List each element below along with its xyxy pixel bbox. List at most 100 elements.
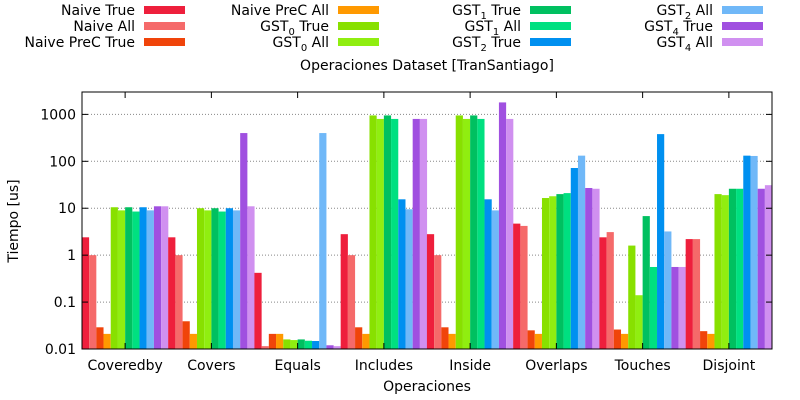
bar bbox=[728, 188, 737, 349]
bar bbox=[419, 118, 428, 350]
bar bbox=[585, 187, 593, 349]
plot-frame bbox=[81, 91, 773, 350]
bar bbox=[326, 345, 334, 349]
bar bbox=[649, 266, 658, 349]
bar bbox=[506, 118, 514, 350]
bar bbox=[556, 194, 564, 349]
legend-label: GST1 True bbox=[452, 3, 521, 22]
bar bbox=[340, 234, 348, 349]
legend-label: GST4 True bbox=[644, 19, 713, 38]
bar bbox=[678, 266, 686, 349]
bar bbox=[664, 231, 672, 349]
legend-label: Naive True bbox=[61, 3, 135, 19]
bar bbox=[225, 208, 233, 349]
bar bbox=[391, 118, 399, 350]
bar bbox=[513, 223, 521, 349]
bar bbox=[477, 118, 485, 350]
x-tick-label: Covers bbox=[187, 358, 235, 374]
legend-label: Naive PreC True bbox=[24, 35, 135, 51]
bar bbox=[161, 206, 169, 349]
bar bbox=[642, 216, 650, 349]
bar bbox=[628, 245, 636, 349]
bar bbox=[736, 188, 744, 349]
bar bbox=[153, 206, 162, 349]
y-tick-label: 1000 bbox=[40, 107, 76, 123]
bar bbox=[132, 211, 140, 349]
bar bbox=[563, 193, 571, 349]
bar bbox=[196, 208, 205, 349]
bar bbox=[254, 272, 262, 349]
legend-swatch bbox=[144, 6, 185, 14]
legend-label: GST2 True bbox=[452, 35, 521, 54]
bar bbox=[383, 115, 392, 350]
bar bbox=[455, 115, 463, 350]
bar bbox=[714, 194, 722, 349]
bar bbox=[577, 155, 586, 349]
legend-label: GST4 All bbox=[657, 35, 713, 54]
bar bbox=[218, 211, 226, 349]
bar bbox=[412, 118, 420, 350]
bar bbox=[757, 188, 765, 349]
bar bbox=[484, 199, 492, 349]
bar bbox=[110, 207, 118, 349]
bar bbox=[743, 155, 751, 349]
x-tick-label: Disjoint bbox=[703, 358, 756, 374]
bar bbox=[534, 333, 542, 349]
bar bbox=[312, 341, 320, 349]
bar bbox=[549, 196, 557, 349]
bar bbox=[764, 185, 773, 349]
bar bbox=[81, 237, 90, 349]
y-axis: 0.01 0.1 1 10 100 1000 bbox=[40, 107, 772, 358]
bar bbox=[355, 327, 363, 349]
bar bbox=[405, 209, 413, 349]
bar bbox=[376, 118, 384, 350]
x-tick-label: Inside bbox=[449, 358, 491, 374]
bar bbox=[527, 330, 535, 349]
bar bbox=[297, 339, 305, 349]
bar bbox=[369, 115, 377, 350]
bar bbox=[541, 198, 550, 349]
x-tick-label: Coveredby bbox=[87, 358, 162, 374]
bar bbox=[204, 210, 212, 349]
bar bbox=[232, 210, 241, 349]
bar bbox=[276, 333, 284, 349]
bar bbox=[398, 199, 406, 349]
bar bbox=[268, 333, 277, 349]
bar bbox=[283, 339, 291, 349]
bar bbox=[319, 133, 327, 349]
x-axis: Coveredby Covers Equals Includes Inside Overl… bbox=[87, 92, 756, 374]
legend-swatch bbox=[722, 38, 763, 46]
bar bbox=[89, 255, 97, 349]
legend-swatch bbox=[144, 38, 185, 46]
bar bbox=[592, 188, 600, 349]
chart-title: Operaciones Dataset [TranSantiago] bbox=[300, 58, 554, 74]
bar bbox=[462, 118, 471, 350]
bar bbox=[448, 333, 456, 349]
bar bbox=[685, 239, 693, 349]
bar bbox=[441, 327, 449, 349]
bar bbox=[621, 333, 629, 349]
y-tick-label: 0.01 bbox=[45, 342, 76, 358]
bar bbox=[96, 327, 104, 349]
legend-swatch bbox=[530, 22, 571, 30]
legend-swatch bbox=[144, 22, 185, 30]
bar bbox=[750, 155, 758, 349]
bar bbox=[426, 234, 435, 349]
bar bbox=[240, 133, 248, 349]
bar bbox=[613, 329, 622, 349]
bar bbox=[347, 255, 356, 349]
legend-label: Naive All bbox=[73, 19, 135, 35]
bar bbox=[290, 340, 298, 349]
bar bbox=[304, 340, 313, 349]
y-tick-label: 1 bbox=[67, 248, 76, 264]
bar bbox=[146, 210, 154, 349]
x-tick-label: Touches bbox=[614, 358, 671, 374]
legend-label: GST0 True bbox=[260, 19, 329, 38]
bar bbox=[182, 321, 190, 349]
bar bbox=[707, 333, 715, 349]
bar bbox=[103, 333, 111, 349]
bar bbox=[671, 266, 679, 349]
bar bbox=[189, 333, 197, 349]
bar bbox=[434, 255, 442, 349]
bar bbox=[599, 237, 607, 349]
